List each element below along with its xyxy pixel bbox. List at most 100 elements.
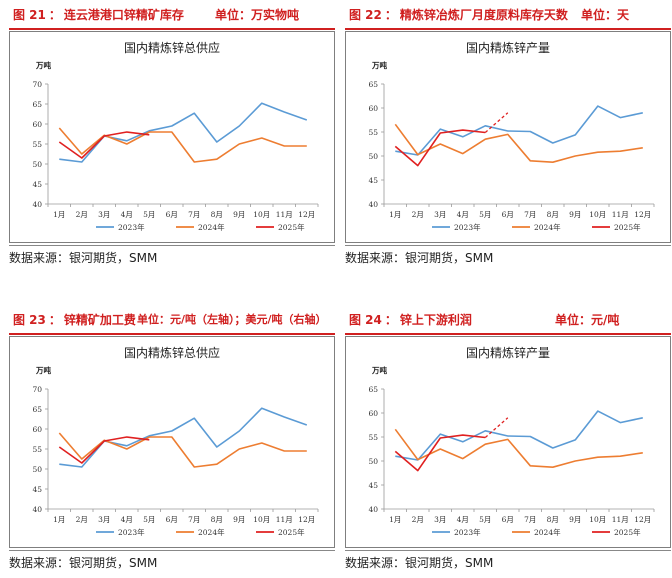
x-tick-label: 9月 (233, 210, 245, 219)
y-tick-label: 50 (32, 160, 42, 169)
legend-label: 2025年 (278, 527, 305, 537)
legend-label: 2024年 (198, 527, 225, 537)
figure-number: 图 24 (349, 313, 382, 327)
chart-area: 国内精炼锌产量 万吨 40 45 50 55 60 65 1月 2月 3月 4月 5月 6月 7月 8月 9月 1… (345, 31, 671, 243)
x-tick-label: 5月 (143, 210, 155, 219)
series-line-forecast (484, 417, 509, 438)
x-tick-label: 3月 (98, 515, 110, 524)
x-tick-label: 6月 (502, 515, 514, 524)
series-line-2023年 (59, 102, 308, 163)
y-tick-label: 55 (32, 445, 42, 454)
y-tick-label: 55 (368, 433, 378, 442)
legend-label: 2023年 (454, 527, 481, 537)
x-tick-label: 6月 (166, 515, 178, 524)
x-tick-label: 8月 (547, 515, 559, 524)
x-tick-label: 5月 (143, 515, 155, 524)
panel-title: 图 23：锌精矿加工费 单位：元/吨（左轴）；美元/吨（右轴） (9, 309, 335, 335)
chart-title: 国内精炼锌产量 (466, 40, 550, 55)
y-unit-label: 万吨 (371, 60, 387, 70)
y-tick-label: 65 (368, 80, 378, 89)
series-line-forecast (484, 112, 509, 133)
x-tick-label: 4月 (121, 210, 133, 219)
x-tick-label: 1月 (389, 210, 401, 219)
x-tick-label: 7月 (524, 515, 536, 524)
chart-title: 国内精炼锌产量 (466, 345, 550, 360)
x-tick-label: 2月 (76, 515, 88, 524)
chart-title: 国内精炼锌总供应 (124, 40, 220, 55)
x-tick-label: 4月 (121, 515, 133, 524)
x-tick-label: 7月 (188, 210, 200, 219)
x-tick-label: 12月 (634, 515, 651, 524)
figure-caption: 锌上下游利润 (399, 313, 472, 327)
series-line-2024年 (394, 428, 643, 468)
x-tick-label: 10月 (253, 210, 270, 219)
x-tick-label: 9月 (233, 515, 245, 524)
y-tick-label: 45 (368, 176, 378, 185)
x-tick-label: 9月 (569, 515, 581, 524)
series-line-2025年 (58, 436, 150, 464)
legend-label: 2023年 (118, 527, 145, 537)
x-tick-label: 1月 (53, 210, 65, 219)
x-tick-label: 1月 (53, 515, 65, 524)
x-tick-label: 6月 (166, 210, 178, 219)
x-tick-label: 8月 (211, 210, 223, 219)
y-tick-label: 45 (32, 180, 42, 189)
figure-unit: 单位：万实物吨 (215, 8, 300, 22)
figure-caption: 精炼锌冶炼厂月度原料库存天数 (399, 8, 568, 22)
x-tick-label: 5月 (479, 210, 491, 219)
x-tick-label: 7月 (188, 515, 200, 524)
panel-fig21: 图 21：连云港港口锌精矿库存 单位：万实物吨 国内精炼锌总供应 万吨 40 45 50… (9, 4, 335, 272)
y-tick-label: 60 (32, 120, 42, 129)
series-line-2024年 (58, 432, 307, 468)
x-tick-label: 3月 (98, 210, 110, 219)
figure-unit: 单位：元/吨 (555, 313, 620, 327)
y-tick-label: 40 (32, 200, 42, 209)
legend-label: 2025年 (614, 222, 641, 232)
chart-area: 国内精炼锌产量 万吨 40 45 50 55 60 65 1月 2月 3月 4月 5月 6月 7月 8月 9月 1… (345, 336, 671, 548)
y-tick-label: 50 (32, 465, 42, 474)
series-line-2023年 (59, 407, 308, 468)
series-line-2025年 (394, 434, 486, 472)
panel-title: 图 21：连云港港口锌精矿库存 单位：万实物吨 (9, 4, 335, 30)
legend-label: 2023年 (454, 222, 481, 232)
data-source: 数据来源：银河期货，SMM (9, 251, 158, 265)
y-tick-label: 70 (32, 385, 42, 394)
y-tick-label: 45 (32, 485, 42, 494)
y-tick-label: 60 (32, 425, 42, 434)
x-tick-label: 4月 (457, 515, 469, 524)
divider (9, 550, 335, 551)
x-tick-label: 10月 (589, 515, 606, 524)
data-source: 数据来源：银河期货，SMM (345, 251, 494, 265)
x-tick-label: 11月 (612, 515, 629, 524)
x-tick-label: 5月 (479, 515, 491, 524)
series-line-2023年 (395, 410, 643, 461)
x-tick-label: 11月 (276, 515, 293, 524)
panel-fig24: 图 24：锌上下游利润 单位：元/吨 国内精炼锌产量 万吨 40 45 50 55 60 65… (345, 309, 671, 577)
data-source: 数据来源：银河期货，SMM (9, 556, 158, 570)
x-tick-label: 1月 (389, 515, 401, 524)
y-tick-label: 65 (32, 100, 42, 109)
x-tick-label: 3月 (434, 210, 446, 219)
series-line-2024年 (394, 123, 643, 163)
figure-number: 图 23 (13, 313, 46, 327)
y-tick-label: 50 (368, 152, 378, 161)
figure-number: 图 22 (349, 8, 382, 22)
x-tick-label: 8月 (547, 210, 559, 219)
y-tick-label: 40 (368, 505, 378, 514)
chart-area: 国内精炼锌总供应 万吨 40 45 50 55 60 65 70 1月 2月 3月 4月 5月 6月 7月 8月… (9, 31, 335, 243)
legend-label: 2024年 (534, 222, 561, 232)
y-tick-label: 60 (368, 104, 378, 113)
x-tick-label: 10月 (589, 210, 606, 219)
figure-unit: 单位：元/吨（左轴）；美元/吨（右轴） (137, 313, 327, 326)
y-tick-label: 55 (368, 128, 378, 137)
x-tick-label: 2月 (76, 210, 88, 219)
x-tick-label: 9月 (569, 210, 581, 219)
y-tick-label: 65 (32, 405, 42, 414)
series-line-2025年 (394, 129, 486, 167)
figure-unit: 单位：天 (581, 8, 630, 22)
panel-fig23: 图 23：锌精矿加工费 单位：元/吨（左轴）；美元/吨（右轴） 国内精炼锌总供应… (9, 309, 335, 577)
legend-label: 2025年 (614, 527, 641, 537)
x-tick-label: 2月 (412, 515, 424, 524)
